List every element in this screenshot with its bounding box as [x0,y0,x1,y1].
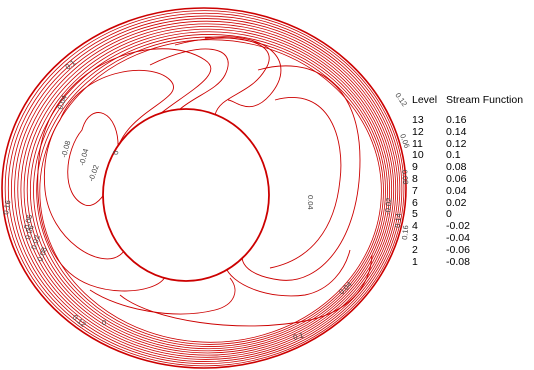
contour-label: 0.04 [306,195,315,210]
outer-boundary-rings [1,7,407,369]
legend-level: 13 [412,114,424,126]
legend-value: 0.04 [446,184,467,197]
outer-ring-contour [29,31,388,350]
outer-ring-contour [11,15,401,362]
legend-value: -0.02 [446,220,470,233]
legend-value: 0 [446,208,452,221]
contour-label: 0.02 [29,234,41,250]
outer-ring-contour [26,28,390,352]
outer-ring-contour [23,26,393,354]
outer-ring-contour [33,34,386,347]
contour-line-bottom-swirl-1 [224,249,351,297]
contour-line-right-inner [269,97,342,269]
legend-value: 0.06 [446,172,467,185]
legend-value: 0.16 [446,114,467,126]
outer-ring-contour [1,7,407,369]
outer-ring-contour [4,10,405,367]
inner-boundary-cylinder [102,108,270,282]
legend-level: 8 [412,172,418,185]
contour-label: -0.08 [59,140,72,159]
legend-level: 2 [412,243,418,256]
contour-label: 0.1 [292,331,304,342]
legend-row: 13 0.16 [412,114,523,127]
legend-level: 6 [412,196,418,209]
legend-level: 5 [412,208,418,221]
legend-row: 11 0.12 [412,137,523,151]
legend-value: 0.02 [446,196,467,209]
legend-header-value: Stream Function [446,94,524,106]
legend-level: 10 [412,149,424,162]
legend-value: 0.12 [446,137,467,150]
contour-line-right-swirl [241,65,361,281]
contour-label: 0.06 [23,224,35,240]
legend-row: 1 -0.08 [412,255,523,269]
legend-value: -0.06 [446,243,470,256]
legend-rows: 13 0.16 12 0.14 11 0.12 10 0.1 9 0.08 8 0.06 7 0.04 6 0… [412,114,523,269]
contour-label: 0 [111,150,120,155]
contour-line-bottom-swirl-2 [89,277,236,315]
legend-row: 3 -0.04 [412,231,523,245]
legend-level: 4 [412,220,418,233]
contour-label: -0.06 [21,214,34,233]
outer-ring-contour [7,12,403,365]
legend-row: 4 -0.02 [412,220,523,233]
legend-row: 8 0.06 [412,172,523,186]
contour-line-top-swirl-3 [204,36,282,108]
legend-level: 1 [412,255,418,268]
outer-ring-contour [17,20,397,358]
legend-value: 0.08 [446,161,467,174]
legend-header-level: Level [412,94,438,106]
legend-level: 9 [412,161,418,174]
legend-value: -0.08 [446,255,470,268]
contour-label: 0.16 [1,199,12,215]
contour-label: -0.02 [86,164,100,183]
legend-header: Level Stream Function [412,93,523,107]
contour-line-top-swirl-2 [174,37,270,116]
contour-label: 0.16 [400,225,410,240]
legend-level: 7 [412,184,418,197]
legend-row: 7 0.04 [412,184,523,198]
legend-row: 12 0.14 [412,125,523,139]
outer-ring-contour [39,39,382,343]
contour-line-bottom-swirl-3 [119,254,373,327]
legend-value: 0.14 [446,125,467,138]
legend-value: 0.1 [446,149,461,162]
outer-ring-contour [14,18,399,360]
contour-label: 0 [102,318,106,327]
legend-value: -0.04 [446,231,470,244]
legend-row: 2 -0.06 [412,243,523,257]
contour-label: 0.04 [337,280,354,297]
legend-row: 10 0.1 [412,149,523,162]
contour-label: -0.04 [77,148,90,167]
contour-line-top-swirl-1 [149,48,229,131]
legend-row: 6 0.02 [412,196,523,210]
contour-label: 0.12 [393,91,409,108]
outer-ring-contour [20,23,395,356]
legend-row: 9 0.08 [412,161,523,174]
contour-label: 0.14 [393,213,403,228]
legend-level: 11 [412,137,423,150]
contour-label: -0.02 [383,197,393,215]
contour-labels: 0.10.04-0.08 -0.04-0.0200.040.16-0.060.06… [1,58,411,342]
legend: Level Stream Function 13 0.16 12 0.14 11 0.12 1… [412,93,523,268]
legend-level: 3 [412,231,418,244]
contour-label: 0.08 [400,169,410,184]
legend-level: 12 [412,125,424,138]
